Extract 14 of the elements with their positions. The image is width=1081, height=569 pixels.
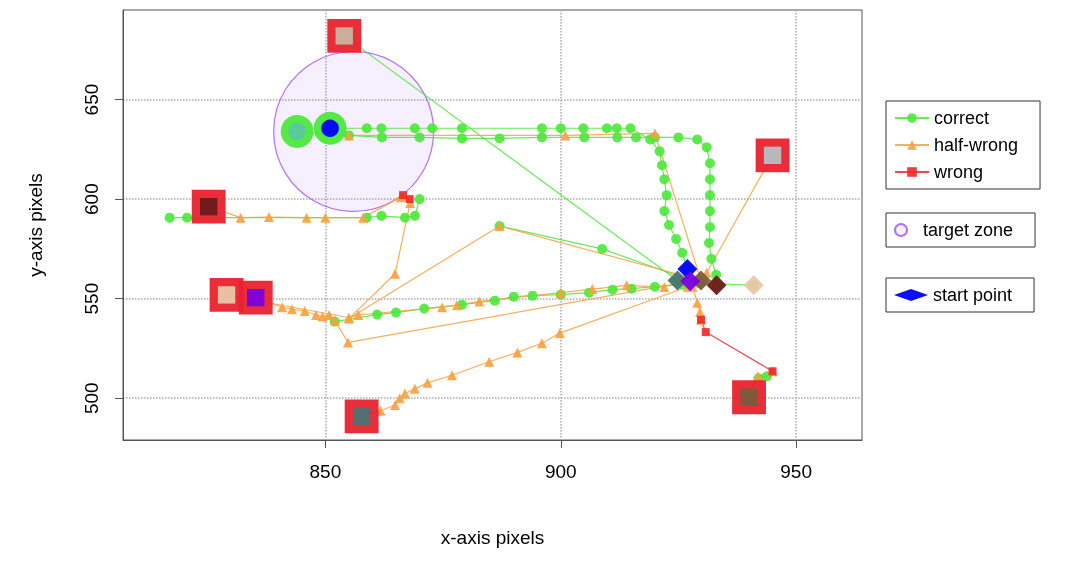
x-tick-label: 850: [309, 461, 342, 482]
x-tick-label: 950: [780, 461, 812, 482]
legend-label: wrong: [933, 162, 984, 182]
y-tick-label: 500: [81, 382, 102, 415]
y-tick-label: 600: [81, 183, 102, 215]
legend-label: start point: [933, 285, 1013, 305]
legend-label: target zone: [923, 220, 1014, 240]
x-tick-label: 900: [544, 461, 577, 482]
y-axis-title: y-axis pixels: [25, 173, 46, 277]
legend-label: half-wrong: [934, 135, 1019, 155]
y-tick-label: 550: [81, 282, 102, 315]
legend-label: correct: [934, 108, 990, 128]
y-tick-label: 650: [81, 83, 102, 116]
x-axis-title: x-axis pixels: [440, 527, 545, 548]
